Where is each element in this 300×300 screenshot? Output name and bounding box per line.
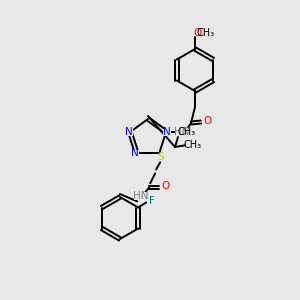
Text: N: N <box>125 127 133 137</box>
FancyBboxPatch shape <box>178 129 194 136</box>
Text: CH₃: CH₃ <box>177 127 195 137</box>
Text: HN: HN <box>134 191 149 201</box>
Text: N: N <box>131 148 139 158</box>
Text: O: O <box>203 116 211 126</box>
FancyBboxPatch shape <box>125 129 133 136</box>
FancyBboxPatch shape <box>148 197 156 204</box>
FancyBboxPatch shape <box>186 142 200 148</box>
Text: CH₃: CH₃ <box>184 140 202 150</box>
Text: S: S <box>158 152 164 162</box>
Text: N: N <box>163 127 171 137</box>
Text: CH₃: CH₃ <box>197 28 215 38</box>
Text: HN: HN <box>174 127 190 137</box>
FancyBboxPatch shape <box>161 183 169 190</box>
Text: F: F <box>149 196 155 206</box>
FancyBboxPatch shape <box>131 150 139 157</box>
FancyBboxPatch shape <box>134 192 148 200</box>
Text: O: O <box>161 182 169 191</box>
FancyBboxPatch shape <box>198 30 204 36</box>
Text: O: O <box>193 28 201 38</box>
FancyBboxPatch shape <box>176 128 188 136</box>
FancyBboxPatch shape <box>157 154 165 161</box>
FancyBboxPatch shape <box>163 129 171 136</box>
FancyBboxPatch shape <box>203 118 211 124</box>
